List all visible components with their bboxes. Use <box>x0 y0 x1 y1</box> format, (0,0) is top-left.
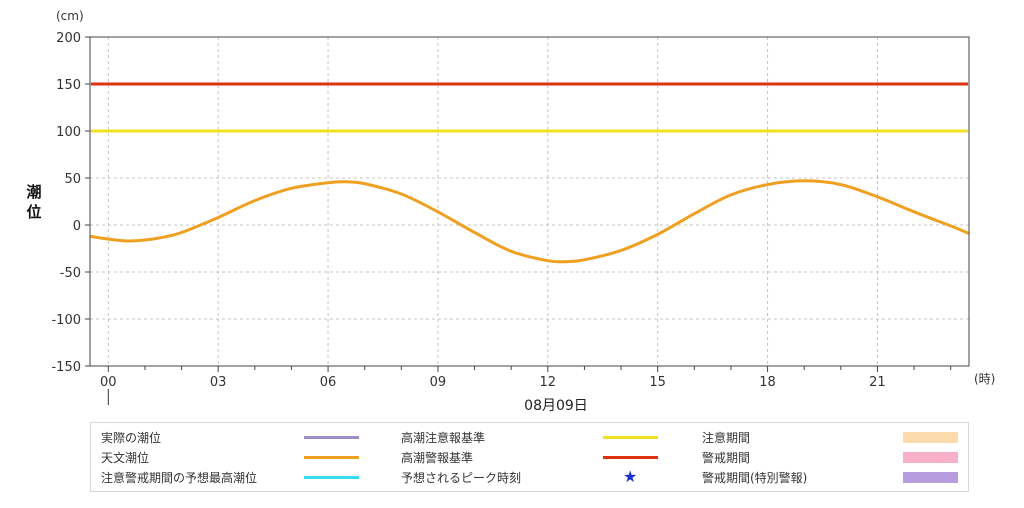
legend-line-swatch <box>304 476 359 479</box>
y-axis: 200 150 100 50 0 -50 -100 -150 <box>51 31 90 375</box>
legend-label: 予想されるピーク時刻 <box>401 471 522 485</box>
plot-frame <box>89 36 970 367</box>
legend-box-swatch <box>903 452 958 463</box>
series-line-tide <box>89 179 970 264</box>
y-tick-label: -50 <box>60 266 81 281</box>
y-tick-label: -150 <box>51 360 81 375</box>
x-tick-label: 12 <box>540 375 557 390</box>
x-tick-label: 15 <box>649 375 666 390</box>
legend-label: 注意期間 <box>702 431 751 445</box>
x-unit-label: (時) <box>974 372 995 386</box>
legend-box-swatch <box>903 472 958 483</box>
legend-label: 高潮警報基準 <box>401 451 474 465</box>
legend-label: 天文潮位 <box>101 451 150 465</box>
legend-box-swatch <box>903 432 958 443</box>
legend-label: 警戒期間(特別警報) <box>702 471 808 485</box>
legend-line-swatch <box>603 436 658 439</box>
y-tick-label: 100 <box>56 125 81 140</box>
y-axis-label-char: 位 <box>26 203 41 221</box>
series-lines <box>89 179 970 264</box>
x-tick-label: 03 <box>210 375 227 390</box>
legend: 実際の潮位天文潮位注意警戒期間の予想最高潮位 高潮注意報基準 高潮警報基準予想される… <box>90 422 969 492</box>
x-tick-label: 00 <box>100 375 117 390</box>
y-tick-label: 0 <box>73 219 81 234</box>
y-tick-label: 50 <box>64 172 81 187</box>
x-axis: 00 03 06 09 12 15 18 21 <box>100 366 952 390</box>
legend-label: 高潮注意報基準 <box>401 431 486 445</box>
x-tick-label: 21 <box>869 375 886 390</box>
legend-label: 警戒期間 <box>702 451 751 465</box>
threshold-lines <box>91 82 968 133</box>
star-icon: ★ <box>623 467 638 486</box>
legend-label: 注意警戒期間の予想最高潮位 <box>101 471 258 485</box>
date-label: 08月09日 <box>524 398 588 414</box>
x-tick-label: 18 <box>759 375 776 390</box>
y-tick-label: -100 <box>51 313 81 328</box>
tide-chart: 200 150 100 50 0 -50 -100 -150 00 03 06 09 12 15 18 21… <box>26 9 995 414</box>
y-axis-label-char: 潮 <box>26 183 41 201</box>
grid <box>90 37 969 366</box>
x-tick-label: 09 <box>430 375 447 390</box>
y-tick-label: 150 <box>56 78 81 93</box>
legend-line-swatch <box>603 456 658 459</box>
y-tick-label: 200 <box>56 31 81 46</box>
legend-line-swatch <box>304 456 359 459</box>
y-axis-label: 潮位 <box>26 183 41 221</box>
x-tick-label: 06 <box>320 375 337 390</box>
legend-line-swatch <box>304 436 359 439</box>
y-unit-label: (cm) <box>56 9 84 23</box>
legend-label: 実際の潮位 <box>101 431 162 445</box>
